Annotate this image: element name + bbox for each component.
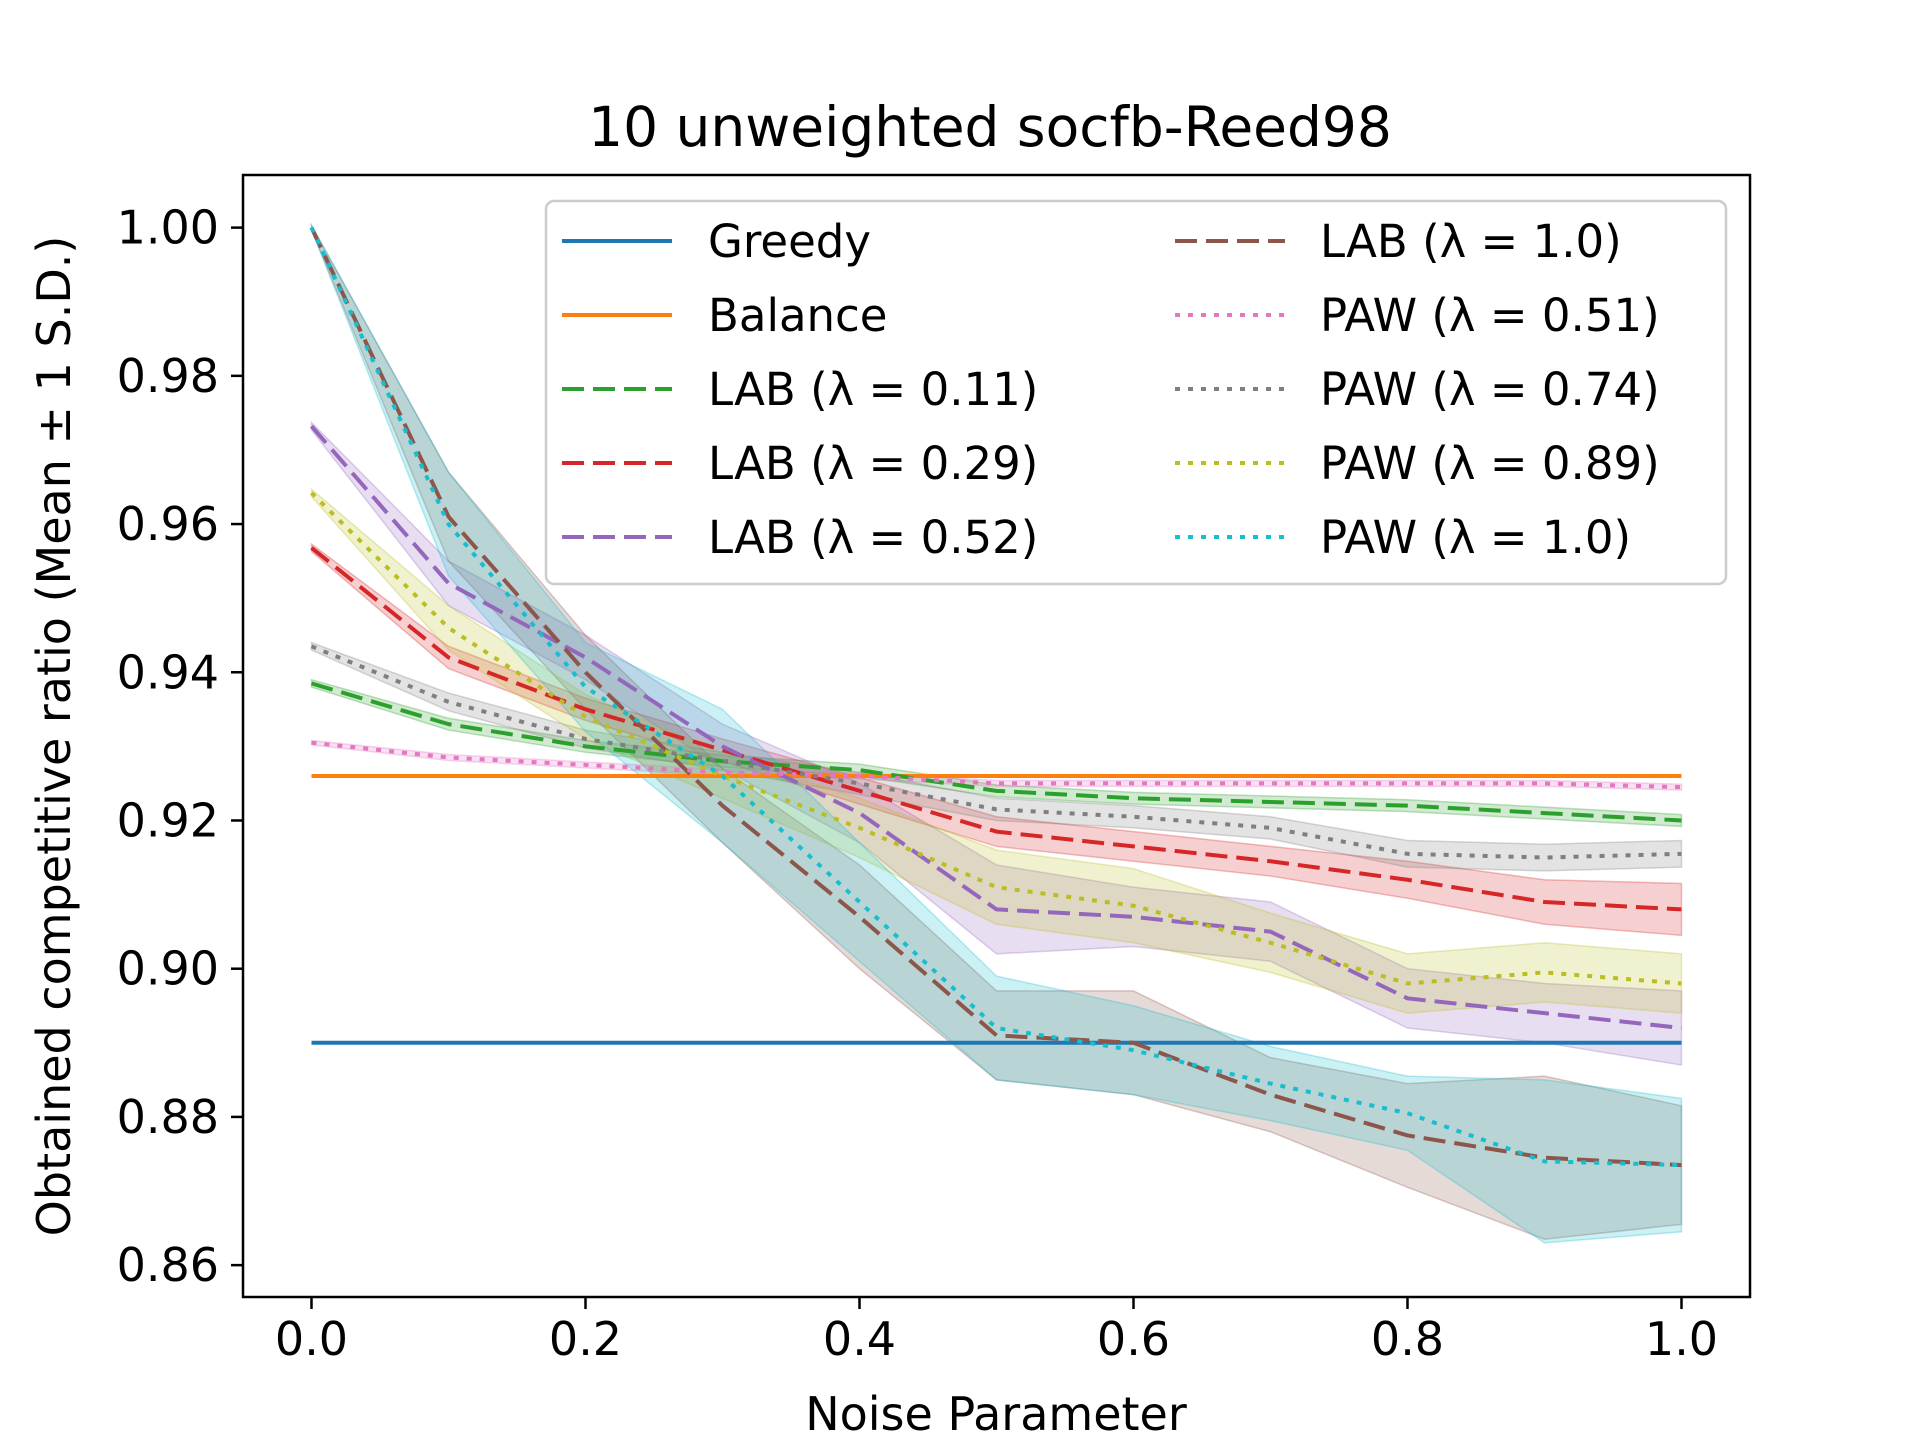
legend-entries: Greedy Balance LAB (λ = 0.11) LAB (λ = 0.29… bbox=[562, 215, 1660, 564]
sd-band-lab-lambda-0-52 bbox=[310, 420, 1683, 1066]
x-tick-label: 0.2 bbox=[549, 1312, 622, 1366]
x-tick-label: 0.6 bbox=[1097, 1312, 1170, 1366]
sd-band-lab-lambda-0-29 bbox=[310, 542, 1683, 937]
series-line-lab-lambda-0-11 bbox=[310, 681, 1682, 823]
legend-label: LAB (λ = 0.11) bbox=[708, 363, 1038, 416]
x-tick-label: 1.0 bbox=[1645, 1312, 1718, 1366]
legend-box bbox=[544, 199, 1728, 586]
x-tick-label: 0.0 bbox=[275, 1312, 348, 1366]
legend-entry-greedy: Greedy bbox=[562, 215, 871, 268]
y-axis-label: Obtained competitive ratio (Mean ± 1 S.D… bbox=[27, 236, 81, 1237]
legend-label: LAB (λ = 0.29) bbox=[708, 437, 1038, 490]
legend-label: PAW (λ = 1.0) bbox=[1320, 511, 1631, 564]
sd-band-paw-lambda-1-0 bbox=[310, 222, 1683, 1244]
legend: Greedy Balance LAB (λ = 0.11) LAB (λ = 0.29… bbox=[544, 199, 1728, 586]
x-axis: 0.0 0.2 0.4 0.6 0.8 1.0 bbox=[275, 1297, 1718, 1366]
legend-entry-lab-lambda-0-11: LAB (λ = 0.11) bbox=[562, 363, 1038, 416]
y-tick-label: 0.94 bbox=[117, 645, 219, 699]
legend-entry-lab-lambda-0-29: LAB (λ = 0.29) bbox=[562, 437, 1038, 490]
series-lines-layer bbox=[309, 226, 1682, 1168]
sd-bands-layer bbox=[310, 222, 1683, 1244]
legend-label: Balance bbox=[708, 289, 887, 342]
chart-title: 10 unweighted socfb-Reed98 bbox=[588, 95, 1392, 159]
y-tick-label: 0.86 bbox=[117, 1238, 219, 1292]
y-axis: 0.86 0.88 0.90 0.92 0.94 0.96 0.98 1.00 bbox=[117, 201, 243, 1292]
series-line-paw-lambda-1-0 bbox=[309, 226, 1682, 1168]
series-line-paw-lambda-0-89 bbox=[310, 491, 1682, 986]
series-line-paw-lambda-0-74 bbox=[310, 644, 1682, 860]
legend-label: LAB (λ = 0.52) bbox=[708, 511, 1038, 564]
y-tick-label: 0.90 bbox=[117, 942, 219, 996]
legend-entry-paw-lambda-1-0: PAW (λ = 1.0) bbox=[1175, 511, 1631, 564]
legend-entry-lab-lambda-1-0: LAB (λ = 1.0) bbox=[1175, 215, 1622, 268]
series-line-lab-lambda-0-29 bbox=[310, 546, 1682, 912]
legend-entry-lab-lambda-0-52: LAB (λ = 0.52) bbox=[562, 511, 1038, 564]
legend-entry-balance: Balance bbox=[562, 289, 887, 342]
sd-band-lab-lambda-1-0 bbox=[310, 222, 1683, 1240]
legend-label: PAW (λ = 0.51) bbox=[1320, 289, 1660, 342]
legend-label: Greedy bbox=[708, 215, 871, 268]
legend-label: LAB (λ = 1.0) bbox=[1320, 215, 1622, 268]
y-tick-label: 0.88 bbox=[117, 1090, 219, 1144]
plot-frame bbox=[241, 173, 1752, 1299]
legend-entry-paw-lambda-0-74: PAW (λ = 0.74) bbox=[1175, 363, 1660, 416]
y-tick-label: 0.92 bbox=[117, 793, 219, 847]
y-tick-label: 0.96 bbox=[117, 497, 219, 551]
x-tick-label: 0.4 bbox=[823, 1312, 896, 1366]
y-tick-label: 1.00 bbox=[117, 201, 219, 255]
legend-label: PAW (λ = 0.89) bbox=[1320, 437, 1660, 490]
x-axis-label: Noise Parameter bbox=[805, 1387, 1187, 1440]
y-tick-label: 0.98 bbox=[117, 349, 219, 403]
legend-entry-paw-lambda-0-89: PAW (λ = 0.89) bbox=[1175, 437, 1660, 490]
x-tick-label: 0.8 bbox=[1371, 1312, 1444, 1366]
legend-label: PAW (λ = 0.74) bbox=[1320, 363, 1660, 416]
legend-entry-paw-lambda-0-51: PAW (λ = 0.51) bbox=[1175, 289, 1660, 342]
